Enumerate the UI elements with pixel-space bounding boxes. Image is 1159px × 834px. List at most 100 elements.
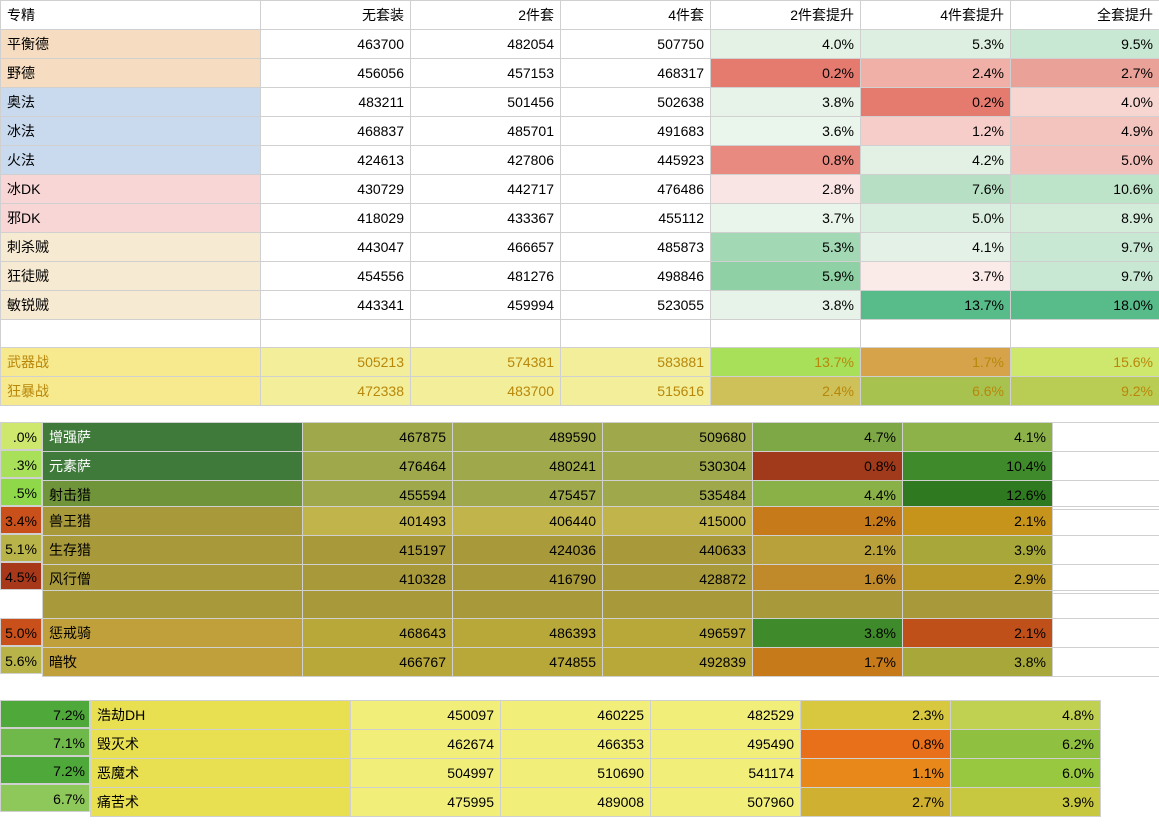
value-cell: 2.8% [711, 175, 861, 204]
table-row: 火法4246134278064459230.8%4.2%5.0% [1, 146, 1159, 175]
value-cell: 4.0% [711, 30, 861, 59]
spec-label: 兽王猎 [43, 507, 303, 536]
table-row: 刺杀贼4430474666574858735.3%4.1%9.7% [1, 233, 1159, 262]
value-cell: 476486 [561, 175, 711, 204]
value-cell: 1.7% [861, 348, 1011, 377]
value-cell: 3.7% [711, 204, 861, 233]
value-cell: 5.0% [861, 204, 1011, 233]
spec-label: 野德 [1, 59, 261, 88]
value-cell: 466657 [411, 233, 561, 262]
value-cell [1053, 619, 1159, 648]
value-cell [903, 591, 1053, 619]
value-cell: 4.2% [861, 146, 1011, 175]
value-cell [1053, 591, 1159, 619]
value-cell: 0.2% [711, 59, 861, 88]
spec-label [1, 320, 261, 348]
value-cell: 466353 [501, 730, 651, 759]
value-cell: 457153 [411, 59, 561, 88]
value-cell: 450097 [351, 701, 501, 730]
value-cell [1011, 320, 1159, 348]
value-cell: 485701 [411, 117, 561, 146]
table-row: 敏锐贼4433414599945230553.8%13.7%18.0% [1, 291, 1159, 320]
value-cell: 6 [1053, 536, 1159, 565]
root-container: { "columns": ["专精","无套装","2件套","4件套","2件… [0, 0, 1159, 834]
strip-cell: 6.7% [0, 784, 90, 812]
value-cell: 574381 [411, 348, 561, 377]
value-cell [711, 320, 861, 348]
spec-label: 武器战 [1, 348, 261, 377]
value-cell: 515616 [561, 377, 711, 406]
value-cell: 4.8% [951, 701, 1101, 730]
value-cell: 5.3% [711, 233, 861, 262]
spec-label: 浩劫DH [91, 701, 351, 730]
value-cell: 483700 [411, 377, 561, 406]
value-cell: 541174 [651, 759, 801, 788]
table-row: 惩戒骑4686434863934965973.8%2.1% [43, 619, 1159, 648]
table-row: 浩劫DH4500974602254825292.3%4.8% [91, 701, 1159, 730]
table-row: 痛苦术4759954890085079602.7%3.9% [91, 788, 1159, 817]
spec-label: 冰法 [1, 117, 261, 146]
value-cell: 489590 [453, 423, 603, 452]
value-cell: 496597 [603, 619, 753, 648]
value-cell: 401493 [303, 507, 453, 536]
value-cell [753, 591, 903, 619]
value-cell: 443341 [261, 291, 411, 320]
strip-cell: .5% [0, 478, 42, 506]
value-cell: 9.7% [1011, 262, 1159, 291]
value-cell: 9 [1053, 423, 1159, 452]
value-cell: 485873 [561, 233, 711, 262]
overlay-table: 增强萨4678754895905096804.7%4.1%9元素萨4764644… [42, 422, 1159, 510]
overlay-layer: .0%.3%.5%增强萨4678754895905096804.7%4.1%9元… [42, 422, 1159, 510]
table-row: 生存猎4151974240364406332.1%3.9%6 [43, 536, 1159, 565]
value-cell [411, 320, 561, 348]
spec-label: 毁灭术 [91, 730, 351, 759]
strip-cell: 7.2% [0, 700, 90, 728]
table-row: 武器战50521357438158388113.7%1.7%15.6% [1, 348, 1159, 377]
overlay-table: 浩劫DH4500974602254825292.3%4.8%毁灭术4626744… [90, 700, 1159, 817]
value-cell: 5.3% [861, 30, 1011, 59]
value-cell: 2.1% [903, 619, 1053, 648]
overlay-layer: 7.2%7.1%7.2%6.7%浩劫DH4500974602254825292.… [90, 700, 1159, 817]
overlay-layer: 3.4%5.1%4.5%兽王猎4014934064404150001.2%2.1… [42, 506, 1159, 594]
value-cell: 442717 [411, 175, 561, 204]
spec-label: 刺杀贼 [1, 233, 261, 262]
value-cell: 3.6% [711, 117, 861, 146]
table-row: 邪DK4180294333674551123.7%5.0%8.9% [1, 204, 1159, 233]
col-header: 无套装 [261, 1, 411, 30]
value-cell: 501456 [411, 88, 561, 117]
spec-label: 增强萨 [43, 423, 303, 452]
value-cell: 505213 [261, 348, 411, 377]
value-cell: 530304 [603, 452, 753, 481]
value-cell: 480241 [453, 452, 603, 481]
value-cell: 474855 [453, 648, 603, 677]
value-cell: 445923 [561, 146, 711, 175]
value-cell: 2.7% [801, 788, 951, 817]
table-row: 暗牧4667674748554928391.7%3.8% [43, 648, 1159, 677]
main-table: 专精无套装2件套4件套2件套提升4件套提升全套提升平衡德463700482054… [0, 0, 1159, 406]
table-row: 毁灭术4626744663534954900.8%6.2% [91, 730, 1159, 759]
value-cell: 6.0% [951, 759, 1101, 788]
value-cell: 475995 [351, 788, 501, 817]
value-cell [603, 591, 753, 619]
value-cell: 504997 [351, 759, 501, 788]
value-cell: 3.8% [711, 291, 861, 320]
value-cell: 4.0% [1011, 88, 1159, 117]
value-cell: 1.7% [753, 648, 903, 677]
spec-label: 敏锐贼 [1, 291, 261, 320]
spec-label: 狂暴战 [1, 377, 261, 406]
table-row: 元素萨4764644802415303040.8%10.4%11 [43, 452, 1159, 481]
value-cell: 495490 [651, 730, 801, 759]
value-cell: 583881 [561, 348, 711, 377]
col-header: 2件套提升 [711, 1, 861, 30]
value-cell: 466767 [303, 648, 453, 677]
value-cell: 433367 [411, 204, 561, 233]
overlay-layer: 5.0%5.6%惩戒骑4686434863934965973.8%2.1%暗牧4… [42, 618, 1159, 677]
value-cell: 9.5% [1011, 30, 1159, 59]
value-cell: 415000 [603, 507, 753, 536]
render-target: 专精无套装2件套4件套2件套提升4件套提升全套提升平衡德463700482054… [0, 0, 1159, 406]
spec-label: 奥法 [1, 88, 261, 117]
value-cell: 472338 [261, 377, 411, 406]
table-row: 增强萨4678754895905096804.7%4.1%9 [43, 423, 1159, 452]
spec-label: 火法 [1, 146, 261, 175]
table-row: 冰法4688374857014916833.6%1.2%4.9% [1, 117, 1159, 146]
